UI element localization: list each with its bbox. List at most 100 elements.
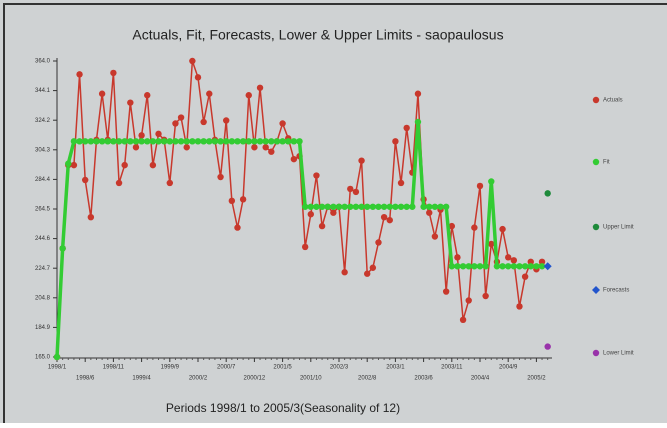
data-point: [352, 188, 360, 196]
data-point: [177, 138, 185, 145]
legend-label: Fit: [603, 160, 610, 166]
data-point: [307, 203, 314, 210]
data-point: [375, 203, 382, 210]
data-point: [279, 138, 286, 145]
data-point: [115, 179, 123, 187]
data-point: [313, 203, 320, 210]
data-point: [431, 233, 439, 240]
legend-label: Forecasts: [603, 288, 629, 294]
data-point: [409, 203, 416, 210]
data-point: [183, 138, 190, 145]
data-point: [177, 114, 185, 121]
data-point: [172, 138, 179, 145]
data-point: [341, 203, 348, 210]
data-point: [251, 144, 258, 151]
data-point: [217, 138, 224, 145]
data-point: [465, 263, 472, 270]
y-tick-label: 324.2: [35, 118, 51, 124]
data-point: [256, 138, 264, 145]
data-point: [228, 197, 236, 205]
data-point: [166, 138, 173, 145]
data-point: [251, 138, 258, 145]
data-point: [245, 138, 252, 145]
x-tick-label: 1998/11: [103, 365, 125, 371]
data-point: [442, 203, 450, 210]
data-point: [516, 303, 523, 310]
y-tick-label: 344.1: [35, 88, 51, 94]
data-point: [223, 138, 230, 145]
data-point: [414, 118, 422, 126]
data-point: [155, 138, 162, 145]
data-point: [70, 138, 78, 145]
data-point: [431, 203, 439, 210]
x-tick-label: 1999/9: [161, 365, 180, 371]
data-point: [82, 138, 89, 145]
data-point: [330, 209, 337, 216]
data-point: [380, 203, 388, 210]
data-point: [364, 203, 371, 210]
x-tick-label: 1998/1: [48, 365, 67, 371]
y-tick-label: 204.8: [35, 295, 51, 301]
data-point: [127, 138, 134, 145]
data-point: [544, 190, 551, 197]
data-point: [488, 240, 495, 248]
y-tick-label: 284.4: [35, 177, 51, 183]
data-point: [335, 203, 343, 210]
legend-marker: [592, 96, 600, 104]
y-tick-label: 224.7: [35, 266, 51, 272]
data-point: [87, 213, 95, 221]
data-point: [493, 263, 501, 270]
x-tick-label: 2004/9: [499, 365, 518, 371]
data-point: [510, 263, 518, 270]
data-point: [448, 263, 455, 270]
data-point: [307, 211, 314, 218]
data-point: [239, 138, 247, 145]
data-point: [442, 288, 450, 295]
x-tick-label: 2000/12: [244, 376, 266, 382]
data-point: [149, 138, 157, 145]
data-point: [76, 138, 83, 145]
data-point: [380, 213, 388, 221]
data-point: [138, 138, 145, 145]
data-point: [471, 263, 478, 270]
x-tick-label: 1998/6: [76, 376, 95, 382]
data-point: [268, 138, 275, 145]
data-point: [482, 263, 489, 270]
data-point: [144, 138, 151, 145]
x-tick-label: 2005/2: [527, 376, 546, 382]
data-point: [138, 132, 145, 139]
data-point: [239, 196, 247, 203]
data-point: [110, 69, 117, 77]
data-point: [121, 161, 128, 169]
data-point: [505, 254, 512, 261]
data-point: [499, 263, 506, 270]
data-point: [499, 225, 506, 233]
x-tick-label: 2001/10: [300, 376, 322, 382]
data-point: [397, 203, 405, 210]
data-point: [364, 270, 371, 277]
data-point: [324, 203, 331, 210]
data-point: [426, 209, 433, 216]
chart-title: Actuals, Fit, Forecasts, Lower & Upper L…: [132, 27, 503, 43]
legend-marker: [592, 349, 600, 357]
data-point: [93, 138, 100, 145]
legend-label: Upper Limit: [603, 225, 634, 231]
data-point: [375, 239, 382, 246]
data-point: [228, 138, 236, 145]
data-point: [482, 292, 489, 300]
data-point: [448, 222, 455, 230]
x-tick-label: 2003/6: [414, 376, 433, 382]
data-point: [268, 148, 275, 155]
y-tick-label: 184.9: [35, 325, 51, 331]
data-point: [194, 138, 202, 145]
x-tick-label: 2002/3: [330, 365, 349, 371]
data-point: [471, 224, 478, 231]
data-point: [104, 138, 111, 145]
data-point: [155, 130, 162, 138]
data-point: [149, 161, 157, 169]
data-point: [437, 203, 444, 210]
data-point: [527, 263, 534, 270]
data-point: [488, 178, 495, 185]
data-point: [82, 176, 89, 184]
